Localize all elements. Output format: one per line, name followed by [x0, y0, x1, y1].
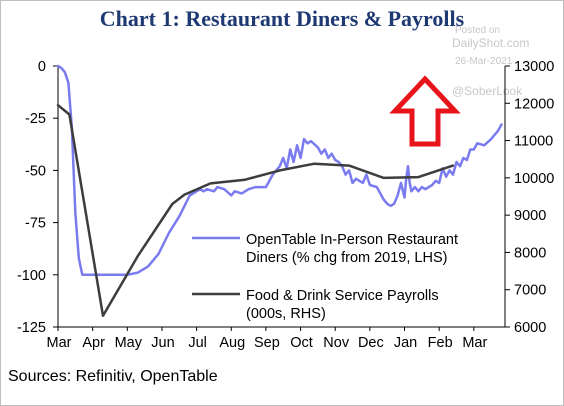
x-tick-label: Jan	[394, 335, 417, 351]
right-axis-ticks: 6000 7000 8000 9000 10000 11000 12000 13000	[505, 59, 554, 336]
x-tick-label: Oct	[290, 335, 313, 351]
series-line-diners	[56, 64, 503, 277]
x-tick-label: Apr	[82, 335, 105, 351]
legend-label-payrolls-line2: (000s, RHS)	[246, 306, 326, 322]
left-tick-label: -25	[25, 111, 46, 127]
x-tick-label: Nov	[323, 335, 350, 351]
chart-title: Chart 1: Restaurant Diners & Payrolls	[99, 6, 465, 31]
right-tick-label: 12000	[514, 96, 554, 112]
up-arrow-icon	[389, 75, 461, 147]
x-tick-label: Aug	[219, 335, 245, 351]
left-tick-label: -75	[25, 216, 46, 232]
watermark-date: 26-Mar-2021	[455, 56, 513, 67]
watermark-handle: @SoberLook	[452, 84, 523, 98]
left-tick-label: -100	[17, 268, 46, 284]
legend-label-payrolls-line1: Food & Drink Service Payrolls	[246, 288, 439, 304]
x-tick-label: Dec	[358, 335, 384, 351]
legend-label-diners-line1: OpenTable In-Person Restaurant	[246, 232, 458, 248]
right-tick-label: 13000	[514, 59, 554, 75]
series-layer	[56, 64, 503, 318]
x-tick-label: Sep	[254, 335, 280, 351]
watermark-posted-on: Posted on	[455, 25, 500, 36]
right-tick-label: 11000	[514, 134, 553, 150]
right-tick-label: 8000	[514, 245, 546, 261]
x-tick-label: Mar	[47, 335, 72, 351]
x-axis-ticks: Mar Apr May Jun Jul Aug Sep Oct Nov Dec Jan Feb Mar	[47, 327, 487, 351]
x-tick-label: Feb	[428, 335, 453, 351]
right-tick-label: 9000	[514, 208, 546, 224]
x-tick-label: May	[115, 335, 143, 351]
right-tick-label: 6000	[514, 320, 546, 336]
x-tick-label: Jun	[151, 335, 174, 351]
right-tick-label: 10000	[514, 171, 554, 187]
left-tick-label: 0	[38, 59, 46, 75]
sources-note: Sources: Refinitiv, OpenTable	[8, 368, 218, 385]
watermark-site: DailyShot.com	[452, 36, 529, 50]
left-tick-label: -50	[25, 163, 46, 179]
x-tick-label: Mar	[462, 335, 487, 351]
left-axis-ticks: 0 -25 -50 -75 -100 -125	[17, 59, 58, 336]
series-line-payrolls	[56, 103, 455, 318]
legend: OpenTable In-Person Restaurant Diners (%…	[192, 232, 458, 322]
x-tick-label: Jul	[188, 335, 207, 351]
left-tick-label: -125	[17, 320, 46, 336]
right-tick-label: 7000	[514, 283, 546, 299]
legend-label-diners-line2: Diners (% chg from 2019, LHS)	[246, 250, 447, 266]
